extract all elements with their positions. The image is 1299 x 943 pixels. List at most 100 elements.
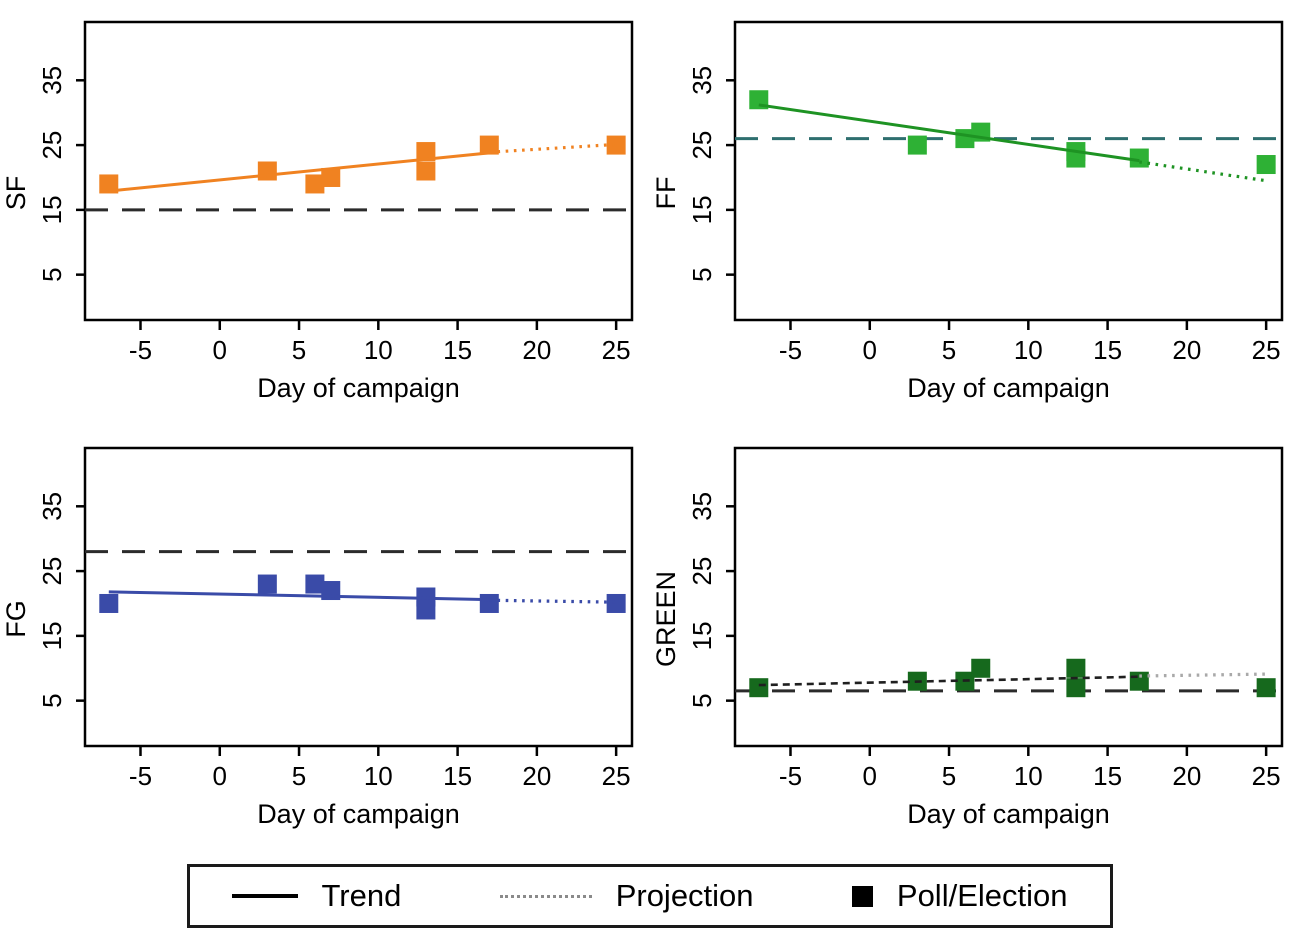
x-tick-label: 0 bbox=[863, 761, 877, 791]
x-tick-label: 10 bbox=[1014, 335, 1043, 365]
legend-label-trend: Trend bbox=[321, 878, 402, 913]
y-tick-label: 15 bbox=[687, 195, 717, 224]
projection-line bbox=[1139, 160, 1267, 183]
data-point-square bbox=[606, 593, 626, 613]
chart-ff-svg: -5 0 5 10 15 20 25 5 15 25 35 Day of campaign FF bbox=[651, 20, 1284, 403]
y-tick-label: 5 bbox=[37, 267, 67, 281]
chart-green-svg: -5 0 5 10 15 20 25 5 15 25 35 Day of campaign GREEN bbox=[651, 446, 1284, 829]
y-tick-label: 15 bbox=[687, 621, 717, 650]
legend: Trend Projection Poll/Election bbox=[186, 864, 1113, 928]
plot-box bbox=[83, 20, 634, 322]
y-axis-label: FG bbox=[1, 600, 31, 638]
y-axis-label: SF bbox=[1, 176, 31, 211]
x-axis-label: Day of campaign bbox=[907, 373, 1110, 403]
y-tick-label: 35 bbox=[687, 492, 717, 521]
data-point-square bbox=[1066, 678, 1086, 698]
x-tick-label: 0 bbox=[213, 335, 227, 365]
data-point-square bbox=[305, 574, 325, 594]
x-tick-label: 25 bbox=[1252, 335, 1281, 365]
legend-item-trend: Trend bbox=[231, 878, 402, 914]
y-tick-label: 5 bbox=[687, 267, 717, 281]
x-tick-label: 0 bbox=[863, 335, 877, 365]
x-tick-label: 15 bbox=[443, 335, 472, 365]
chart-fg-svg: -5 0 5 10 15 20 25 5 15 25 35 Day of campaign FG bbox=[1, 446, 634, 829]
data-point-square bbox=[971, 658, 991, 678]
chart-green: -5 0 5 10 15 20 25 5 15 25 35 Day of campaign GREEN bbox=[650, 426, 1299, 852]
data-point-square bbox=[99, 174, 119, 194]
data-point-square bbox=[321, 167, 341, 187]
y-tick-label: 35 bbox=[687, 66, 717, 95]
x-tick-label: 20 bbox=[522, 761, 551, 791]
data-point-square bbox=[1256, 678, 1276, 698]
x-tick-label: 10 bbox=[364, 335, 393, 365]
x-tick-label: 0 bbox=[213, 761, 227, 791]
trend-line bbox=[108, 590, 490, 602]
chart-sf-svg: -5 0 5 10 15 20 25 5 15 25 35 Day of campaign SF bbox=[1, 20, 634, 403]
y-tick-label: 35 bbox=[37, 492, 67, 521]
projection-line-icon bbox=[499, 894, 592, 898]
x-axis-label: Day of campaign bbox=[907, 799, 1110, 829]
x-tick-label: -5 bbox=[779, 761, 802, 791]
y-tick-label: 25 bbox=[37, 557, 67, 586]
data-point-square bbox=[1066, 658, 1086, 678]
x-tick-label: 5 bbox=[942, 335, 956, 365]
x-tick-label: -5 bbox=[129, 335, 152, 365]
x-tick-label: 25 bbox=[602, 761, 631, 791]
y-tick-label: 15 bbox=[37, 195, 67, 224]
x-tick-label: 10 bbox=[1014, 761, 1043, 791]
y-tick-label: 25 bbox=[687, 557, 717, 586]
trend-line bbox=[108, 151, 490, 193]
x-tick-label: 10 bbox=[364, 761, 393, 791]
data-point-square bbox=[416, 161, 436, 181]
data-point-square bbox=[99, 593, 119, 613]
data-point-square bbox=[606, 135, 626, 155]
chart-fg: -5 0 5 10 15 20 25 5 15 25 35 Day of campaign FG bbox=[0, 426, 650, 852]
x-tick-label: 15 bbox=[1093, 335, 1122, 365]
y-tick-label: 5 bbox=[687, 693, 717, 707]
data-point-square bbox=[1256, 155, 1276, 175]
x-tick-label: 15 bbox=[1093, 761, 1122, 791]
x-tick-label: 20 bbox=[1172, 335, 1201, 365]
data-point-square bbox=[257, 574, 277, 594]
x-tick-label: 5 bbox=[292, 335, 306, 365]
poll-square-icon bbox=[851, 885, 873, 907]
data-point-square bbox=[479, 135, 499, 155]
x-axis-label: Day of campaign bbox=[257, 799, 460, 829]
data-point-square bbox=[1129, 148, 1149, 168]
legend-label-projection: Projection bbox=[615, 878, 754, 913]
plot-box bbox=[733, 20, 1284, 322]
x-tick-label: 25 bbox=[1252, 761, 1281, 791]
y-tick-label: 25 bbox=[37, 131, 67, 160]
chart-grid: -5 0 5 10 15 20 25 5 15 25 35 Day of campaign SF -5 0… bbox=[0, 0, 1299, 852]
trend-line bbox=[758, 103, 1140, 163]
x-tick-label: -5 bbox=[779, 335, 802, 365]
chart-sf: -5 0 5 10 15 20 25 5 15 25 35 Day of campaign SF bbox=[0, 0, 650, 426]
legend-label-poll: Poll/Election bbox=[896, 878, 1068, 913]
legend-item-projection: Projection bbox=[499, 878, 754, 914]
y-axis-label: GREEN bbox=[651, 571, 681, 667]
y-axis-label: FF bbox=[651, 177, 681, 210]
y-tick-label: 5 bbox=[37, 693, 67, 707]
x-tick-label: 5 bbox=[292, 761, 306, 791]
y-tick-label: 35 bbox=[37, 66, 67, 95]
data-point-square bbox=[257, 161, 277, 181]
x-tick-label: -5 bbox=[129, 761, 152, 791]
x-tick-label: 5 bbox=[942, 761, 956, 791]
x-axis-label: Day of campaign bbox=[257, 373, 460, 403]
legend-item-poll: Poll/Election bbox=[851, 878, 1068, 914]
plot-box bbox=[733, 446, 1284, 748]
y-tick-label: 25 bbox=[687, 131, 717, 160]
trend-line-icon bbox=[231, 894, 298, 898]
data-point-square bbox=[305, 174, 325, 194]
y-tick-label: 15 bbox=[37, 621, 67, 650]
data-point-square bbox=[479, 593, 499, 613]
x-tick-label: 25 bbox=[602, 335, 631, 365]
chart-ff: -5 0 5 10 15 20 25 5 15 25 35 Day of campaign FF bbox=[650, 0, 1299, 426]
data-point-square bbox=[907, 135, 927, 155]
trend-line bbox=[758, 675, 1140, 687]
data-point-square bbox=[416, 142, 436, 162]
x-tick-label: 15 bbox=[443, 761, 472, 791]
data-point-square bbox=[749, 678, 769, 698]
x-tick-label: 20 bbox=[1172, 761, 1201, 791]
